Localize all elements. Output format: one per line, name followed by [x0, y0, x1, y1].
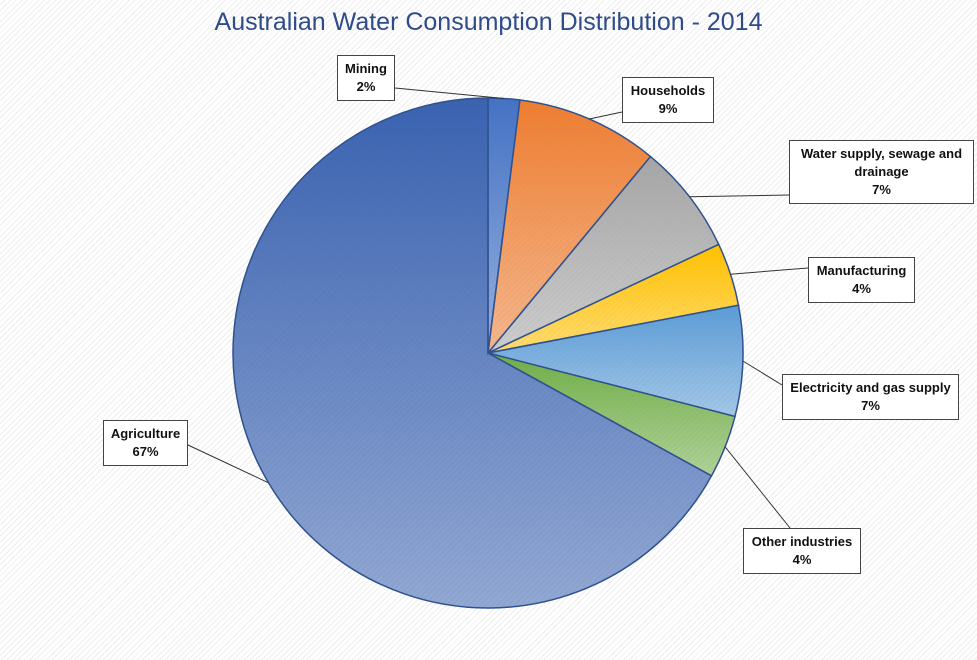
label-value: 2% [356, 79, 376, 94]
pie-slice [487, 304, 744, 418]
pie-slice [486, 99, 652, 356]
data-label: Agriculture 67% [103, 420, 188, 466]
label-name: Other industries [751, 534, 853, 549]
pie-slice [232, 97, 713, 609]
label-value: 4% [852, 281, 871, 296]
pie-slice [487, 155, 720, 354]
data-label: Water supply, sewage and drainage 7% [789, 140, 974, 204]
label-name: Water supply, sewage and drainage [800, 146, 963, 179]
label-name: Manufacturing [816, 263, 907, 278]
label-value: 7% [861, 398, 880, 413]
leader-line [394, 87, 505, 100]
leader-line [689, 194, 790, 198]
label-value: 7% [872, 182, 891, 197]
label-name: Households [630, 83, 706, 98]
leader-line [724, 446, 791, 529]
data-label: Mining 2% [337, 55, 395, 101]
leader-line [742, 360, 783, 386]
data-label: Households 9% [622, 77, 714, 123]
label-name: Electricity and gas supply [790, 380, 951, 395]
data-label: Other industries 4% [743, 528, 861, 574]
label-value: 67% [132, 444, 159, 459]
label-name: Mining [345, 61, 387, 76]
chart-title: Australian Water Consumption Distributio… [214, 8, 763, 36]
leader-line [589, 111, 623, 120]
label-value: 4% [792, 552, 812, 567]
data-label: Manufacturing 4% [808, 257, 915, 303]
label-name: Agriculture [110, 426, 181, 441]
data-label: Electricity and gas supply 7% [782, 374, 959, 420]
leader-line [187, 444, 269, 484]
label-value: 9% [658, 101, 678, 116]
leader-line [730, 267, 809, 275]
